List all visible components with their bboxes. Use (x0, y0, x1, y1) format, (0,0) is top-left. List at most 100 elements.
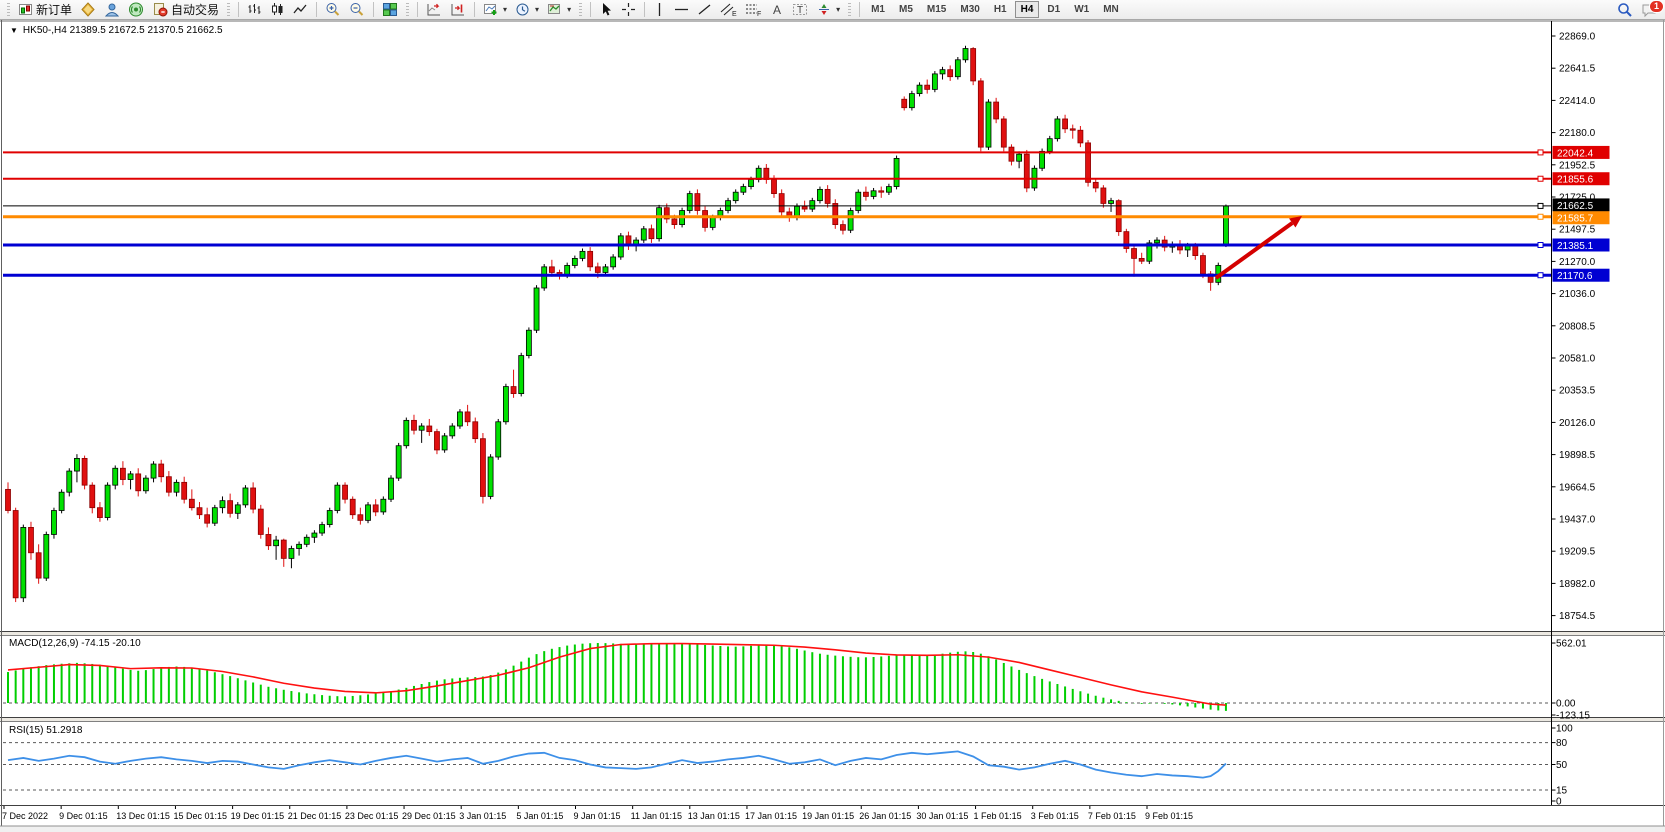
line-chart-button[interactable] (290, 1, 311, 19)
timeframe-h1[interactable]: H1 (988, 1, 1013, 18)
trendline-button[interactable] (694, 1, 715, 19)
autotrading-label: 自动交易 (171, 3, 220, 17)
candle (748, 179, 754, 187)
timeframe-m5[interactable]: M5 (893, 1, 919, 18)
hline-handle[interactable] (1537, 149, 1544, 156)
hline-handle[interactable] (1537, 213, 1544, 220)
candle (886, 186, 892, 193)
separator (373, 2, 375, 17)
candle (257, 508, 264, 535)
candle (1138, 257, 1145, 262)
chart-shift-button[interactable] (447, 1, 469, 19)
search-button[interactable] (1614, 1, 1636, 19)
panel-splitter[interactable] (0, 718, 1665, 721)
candlestick-chart-button[interactable] (267, 1, 288, 19)
separator (859, 2, 861, 17)
crosshair-button[interactable] (618, 1, 639, 19)
candle (372, 504, 379, 513)
notifications-button[interactable]: 1 (1638, 0, 1664, 19)
candle (74, 457, 80, 472)
auto-scroll-button[interactable] (423, 1, 445, 19)
new-order-button[interactable]: 新订单 (15, 1, 75, 19)
signals-button[interactable] (125, 1, 147, 19)
timeframe-m15[interactable]: M15 (921, 1, 952, 18)
candle (1069, 128, 1076, 131)
toolbar-grip[interactable] (7, 2, 10, 17)
fibonacci-button[interactable]: F (742, 1, 765, 19)
hline-handle[interactable] (1537, 242, 1544, 248)
candle (541, 266, 548, 289)
new-order-label: 新订单 (36, 3, 73, 17)
cursor-button[interactable] (596, 1, 616, 19)
vertical-line-button[interactable] (650, 1, 669, 19)
toolbar-grip[interactable] (227, 2, 231, 17)
diamond-button[interactable] (77, 1, 99, 19)
crosshair-icon (622, 3, 636, 16)
candle (809, 200, 816, 210)
candle (993, 101, 1000, 120)
candle (1085, 142, 1091, 183)
candle (35, 552, 42, 579)
candle (663, 207, 670, 220)
hline-handle[interactable] (1537, 202, 1544, 209)
candle (142, 477, 149, 492)
trend-arrow-head[interactable] (1289, 216, 1302, 228)
price-tick-label: 20353.5 (1559, 386, 1596, 397)
time-axis-label: 29 Dec 01:15 (402, 811, 456, 821)
indicators-button[interactable]: ▾ (480, 1, 510, 19)
timeframe-w1[interactable]: W1 (1068, 1, 1095, 18)
timeframe-d1[interactable]: D1 (1041, 1, 1066, 18)
templates-button[interactable]: ▾ (544, 1, 574, 19)
price-tick-label: 22641.5 (1559, 64, 1596, 75)
hline-handle[interactable] (1537, 175, 1544, 182)
zoom-in-button[interactable] (322, 1, 344, 19)
bar-chart-button[interactable] (244, 1, 265, 19)
price-tick-label: 19664.5 (1559, 482, 1596, 493)
timeframe-m30[interactable]: M30 (954, 1, 985, 18)
chart-canvas[interactable]: 22042.4 21855.6 21662.5 21585.7 21385.1 21170… (0, 20, 1665, 832)
chart-plot-area[interactable] (3, 22, 1551, 805)
hline-handle[interactable] (1537, 272, 1544, 279)
rsi-line (7, 750, 1227, 779)
community-button[interactable] (101, 1, 123, 19)
cursor-icon (603, 3, 612, 16)
price-tick-label: 21725.0 (1559, 193, 1596, 204)
candle (365, 504, 371, 521)
candle (296, 543, 302, 549)
arrows-button[interactable]: ▾ (813, 1, 843, 19)
rsi-axis-label: 0 (1556, 797, 1562, 808)
toolbar-grip[interactable] (406, 2, 410, 17)
equidistant-channel-icon: E (720, 3, 737, 17)
timeframe-m1[interactable]: M1 (865, 1, 891, 18)
timeframe-mn[interactable]: MN (1097, 1, 1125, 18)
window-menu-icon[interactable]: ▼ (10, 26, 18, 35)
candle (173, 481, 180, 493)
candle (1039, 150, 1045, 169)
panel-splitter[interactable] (0, 632, 1665, 635)
window-bottom-strip (0, 826, 1665, 832)
toolbar-grip[interactable] (579, 2, 583, 17)
candle (709, 217, 716, 228)
equidistant-channel-button[interactable]: E (717, 1, 740, 19)
text-label-button[interactable]: T (789, 1, 811, 19)
price-badge-label: 21585.7 (1557, 214, 1594, 225)
candle (380, 498, 387, 513)
tile-windows-button[interactable] (379, 1, 401, 19)
trendline-icon (698, 4, 711, 15)
periods-button[interactable]: ▾ (512, 1, 542, 19)
autotrading-button[interactable]: 自动交易 (149, 1, 222, 19)
candle (954, 59, 961, 78)
text-button[interactable]: A (767, 1, 787, 19)
toolbar-grip[interactable] (848, 2, 852, 17)
price-tick-label: 22414.0 (1559, 96, 1596, 107)
candle (58, 491, 65, 511)
zoom-out-button[interactable] (346, 1, 368, 19)
candle (1108, 200, 1114, 204)
zoom-in-icon (326, 3, 340, 16)
candle (694, 193, 701, 211)
candle (970, 48, 977, 82)
horizontal-line-button[interactable] (671, 1, 692, 19)
trend-arrow[interactable] (1214, 221, 1294, 280)
candle (487, 456, 494, 497)
timeframe-h4[interactable]: H4 (1014, 1, 1040, 18)
